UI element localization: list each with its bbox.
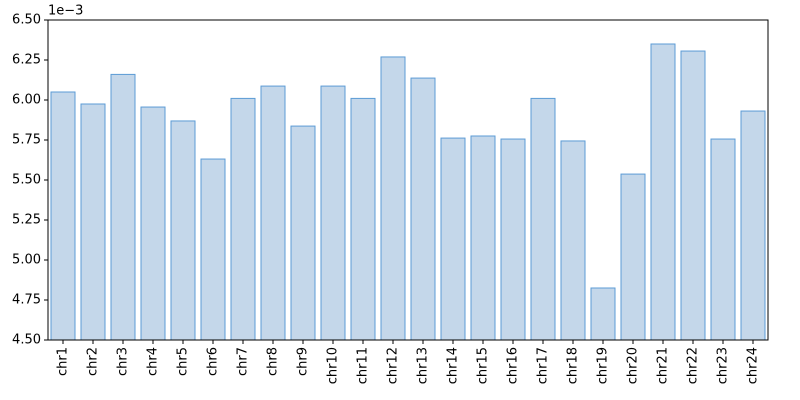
y-tick-label: 5.50	[12, 173, 41, 188]
x-tick-label: chr9	[296, 347, 311, 376]
bar	[530, 97, 556, 341]
bar	[200, 158, 226, 341]
x-tick-label: chr8	[266, 347, 281, 376]
x-tick-label: chr3	[116, 347, 131, 376]
bar	[140, 106, 166, 341]
offset-label: 1e−3	[48, 4, 83, 19]
bar	[380, 56, 406, 341]
bar	[560, 140, 586, 341]
bar	[620, 173, 646, 341]
x-tick-label: chr22	[686, 347, 701, 384]
bar	[50, 91, 76, 341]
bar	[650, 43, 676, 341]
y-tick-label: 6.00	[12, 93, 41, 108]
x-tick-label: chr15	[476, 347, 491, 384]
x-tick-label: chr18	[566, 347, 581, 384]
y-tick-label: 6.25	[12, 53, 41, 68]
x-tick-label: chr14	[446, 347, 461, 384]
x-tick-label: chr20	[626, 347, 641, 384]
x-tick-label: chr23	[716, 347, 731, 384]
x-tick-label: chr10	[326, 347, 341, 384]
x-tick-label: chr12	[386, 347, 401, 384]
x-tick-label: chr5	[176, 347, 191, 376]
bar	[110, 73, 136, 341]
y-tick-label: 4.75	[12, 293, 41, 308]
x-tick-label: chr16	[506, 347, 521, 384]
bar	[410, 77, 436, 341]
bar	[440, 137, 466, 341]
bar	[710, 138, 736, 341]
x-tick-label: chr24	[746, 347, 761, 384]
bar	[590, 287, 616, 341]
x-tick-label: chr7	[236, 347, 251, 376]
bar	[230, 97, 256, 341]
bar	[350, 97, 376, 341]
bar	[260, 85, 286, 341]
bar	[680, 50, 706, 341]
x-tick-label: chr6	[206, 347, 221, 376]
bar	[470, 135, 496, 341]
bar	[290, 125, 316, 341]
y-tick-label: 4.50	[12, 333, 41, 348]
bar	[740, 110, 766, 341]
x-tick-label: chr11	[356, 347, 371, 384]
x-tick-label: chr1	[56, 347, 71, 376]
y-tick-label: 5.75	[12, 133, 41, 148]
plot-frame	[47, 19, 769, 341]
bar	[170, 120, 196, 341]
bar	[500, 138, 526, 341]
x-tick-label: chr21	[656, 347, 671, 384]
x-tick-label: chr19	[596, 347, 611, 384]
x-tick-label: chr17	[536, 347, 551, 384]
y-tick-label: 5.00	[12, 253, 41, 268]
bar	[80, 103, 106, 341]
x-tick-label: chr2	[86, 347, 101, 376]
x-tick-label: chr4	[146, 347, 161, 376]
x-tick-label: chr13	[416, 347, 431, 384]
y-tick-label: 6.50	[12, 13, 41, 28]
bar	[320, 85, 346, 341]
y-tick-label: 5.25	[12, 213, 41, 228]
